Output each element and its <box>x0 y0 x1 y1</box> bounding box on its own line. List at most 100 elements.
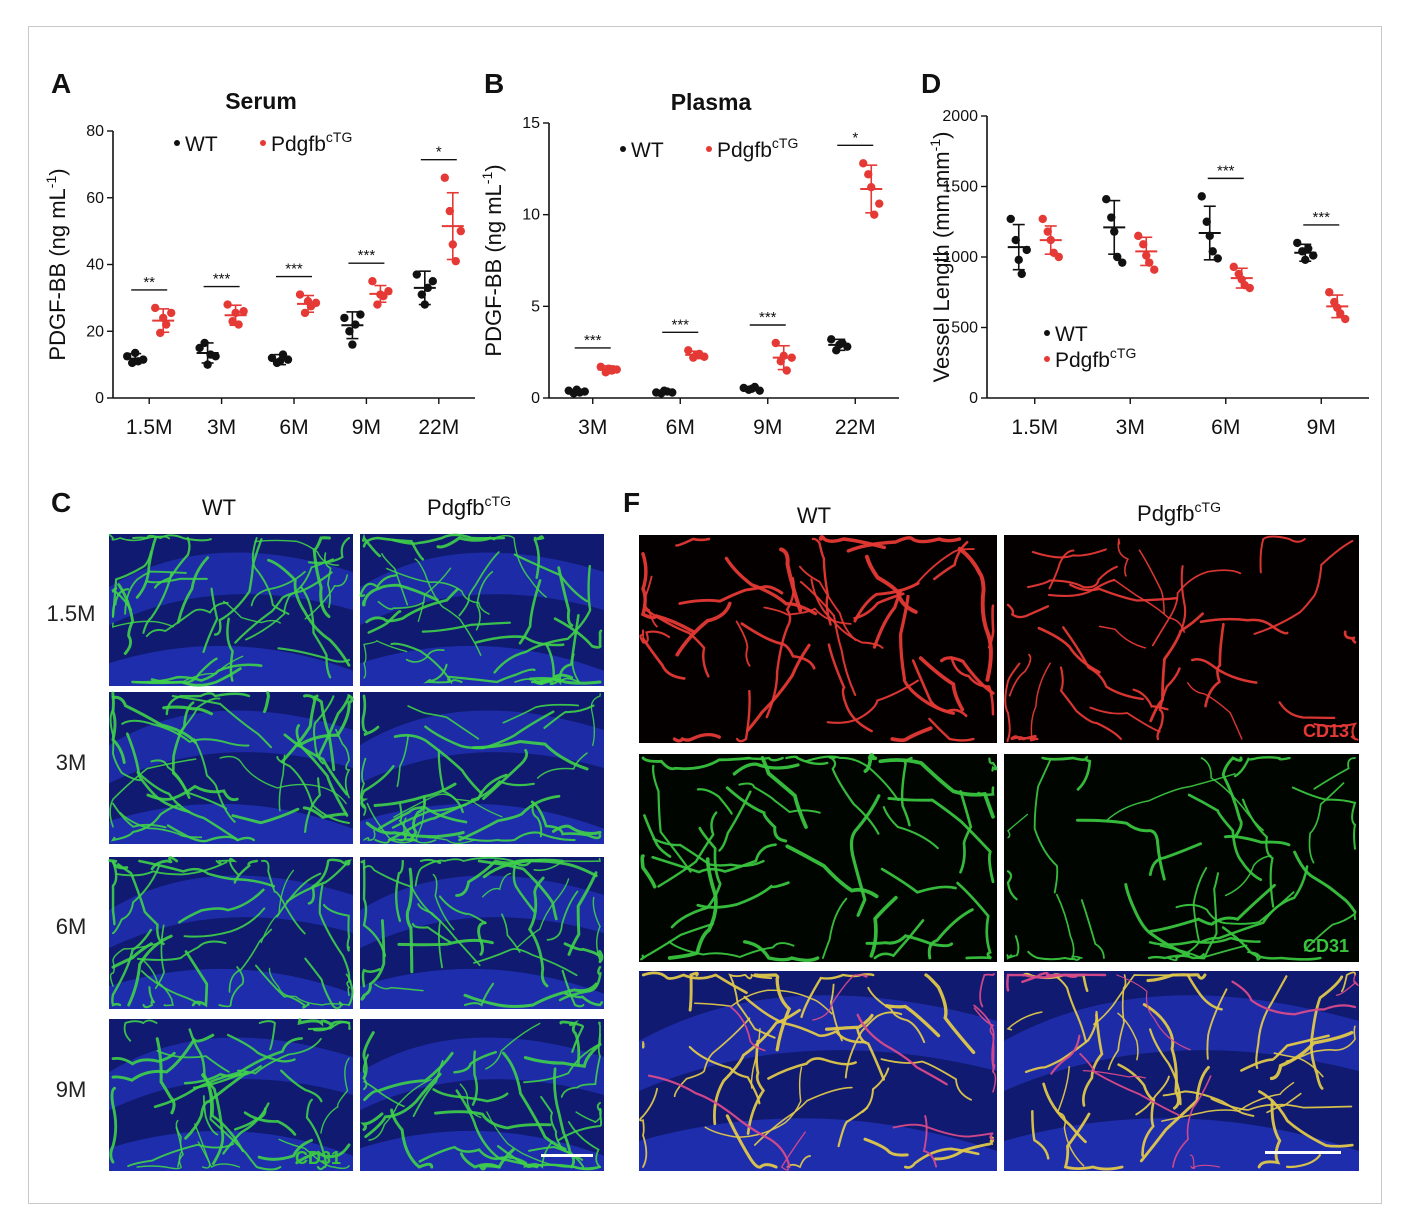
vessel <box>482 859 598 879</box>
figure-frame: A B D C F 0 20 40 60 80 1.5M 3M 6M 9M 22M Serum PDG… <box>28 26 1382 1204</box>
vessel <box>1313 757 1356 790</box>
vessel <box>642 1041 645 1049</box>
tile-background <box>1004 754 1359 962</box>
vessel <box>176 556 210 624</box>
vessel <box>1006 603 1050 619</box>
panel-c-tile-r2-c1 <box>109 691 354 844</box>
vessel <box>560 1033 601 1098</box>
vessel <box>162 705 214 716</box>
vessel <box>865 934 954 948</box>
vessel <box>361 694 380 736</box>
tile-tissue-band <box>109 803 353 844</box>
vessel <box>396 734 410 788</box>
data-point-tg <box>700 352 709 361</box>
vessel <box>251 537 290 615</box>
vessel <box>360 1112 384 1131</box>
vessel <box>1187 793 1263 882</box>
vessel <box>231 807 300 825</box>
vessel <box>399 798 426 841</box>
vessel <box>184 950 209 1008</box>
vessel <box>463 982 598 1008</box>
vessel <box>322 903 351 952</box>
vessel <box>111 928 153 1007</box>
chart-d-vessel-length: 0 500 1000 1500 2000 1.5M 3M 6M 9M Vessel Length … <box>927 108 1369 439</box>
vessel <box>481 872 512 898</box>
vessel <box>640 552 695 633</box>
panel-c-tile-r3-c1 <box>108 856 354 1010</box>
vessel <box>112 865 161 935</box>
vessel <box>743 940 820 963</box>
vessel <box>365 587 459 624</box>
y-tick-label: 0 <box>969 390 978 407</box>
vessel <box>1199 865 1309 944</box>
vessel <box>381 553 409 606</box>
vessel <box>1148 842 1202 876</box>
data-point-wt <box>1208 247 1217 256</box>
vessel <box>564 992 604 1007</box>
vessel <box>373 782 457 807</box>
vessel <box>1116 974 1191 1051</box>
vessel <box>1247 951 1261 961</box>
vessel <box>1031 1109 1050 1160</box>
vessel <box>799 580 857 697</box>
data-point-tg <box>1336 309 1345 318</box>
vessel <box>364 1072 442 1139</box>
vessel <box>826 679 919 724</box>
data-point-tg <box>1134 231 1143 241</box>
vessel <box>286 859 353 903</box>
data-point-wt <box>420 300 429 309</box>
panel-f-micrographs <box>639 535 1359 1171</box>
vessel <box>1135 1075 1170 1116</box>
vessel <box>405 649 445 663</box>
vessel <box>1293 850 1357 914</box>
vessel <box>222 1102 270 1155</box>
vessel <box>924 973 976 1055</box>
vessel <box>184 1071 248 1140</box>
vessel <box>643 814 672 858</box>
vessel <box>234 571 333 644</box>
vessel <box>1149 612 1204 723</box>
vessel <box>1113 578 1186 633</box>
vessel <box>117 863 165 946</box>
vessel <box>1050 1034 1081 1075</box>
vessel <box>215 857 239 876</box>
vessel <box>732 762 800 776</box>
data-point-tg <box>373 300 382 309</box>
vessel <box>652 764 692 873</box>
data-point-wt <box>1022 245 1031 255</box>
data-point-tg <box>870 210 879 219</box>
data-point-wt <box>1309 251 1318 260</box>
vessel <box>437 749 464 814</box>
vessel <box>959 790 973 874</box>
y-tick-label: 20 <box>86 323 104 340</box>
vessel <box>864 554 918 614</box>
data-point-tg <box>311 298 321 308</box>
data-point-tg <box>782 366 791 375</box>
panel-c-tile-r2-c2 <box>360 692 604 845</box>
vessel <box>657 811 718 888</box>
vessel <box>432 1088 509 1103</box>
vessel <box>780 1131 806 1171</box>
vessel <box>1007 813 1029 839</box>
vessel <box>728 973 776 1039</box>
data-point-wt <box>1011 235 1020 245</box>
vessel <box>502 703 580 724</box>
panel-c-micrographs <box>108 533 604 1171</box>
vessel <box>516 878 570 948</box>
data-point-wt <box>1213 254 1222 263</box>
vessel <box>639 629 671 644</box>
vessel <box>987 604 995 649</box>
vessel <box>171 701 195 799</box>
data-point-tg <box>596 362 605 372</box>
vessel <box>218 966 245 1008</box>
vessel <box>844 1011 903 1079</box>
vessel <box>489 535 547 598</box>
vessel <box>977 786 995 796</box>
data-point-wt <box>1301 255 1310 265</box>
vessel <box>1210 1097 1353 1111</box>
vessel <box>1027 950 1081 961</box>
vessel <box>557 1101 603 1142</box>
vessel <box>533 535 545 579</box>
tile-tissue-band <box>1004 1118 1359 1171</box>
